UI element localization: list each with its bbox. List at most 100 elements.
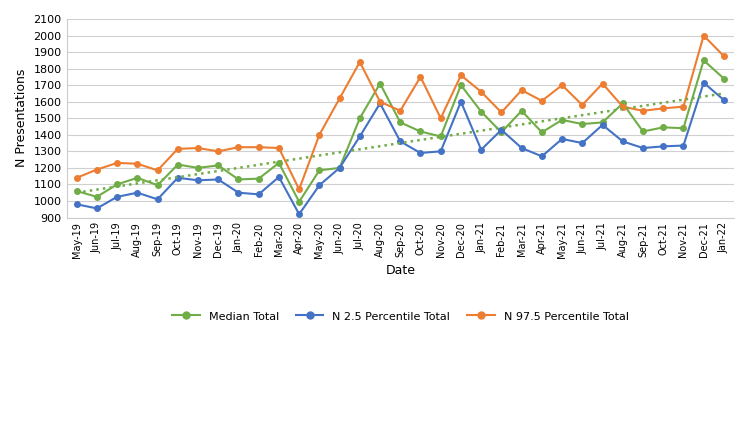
N 2.5 Percentile Total (699, 80, 708, 85)
N 97.5 Percentile Total (476, 89, 485, 94)
N 2.5 Percentile Total (456, 99, 465, 104)
Median Total (355, 116, 364, 121)
N 2.5 Percentile Total (598, 122, 607, 127)
Median Total (375, 81, 384, 86)
N 97.5 Percentile Total (133, 161, 142, 166)
Median Total (72, 188, 81, 194)
Median Total (456, 83, 465, 88)
N 2.5 Percentile Total (173, 175, 182, 181)
N 97.5 Percentile Total (537, 98, 546, 104)
Y-axis label: N Presentations: N Presentations (15, 69, 28, 168)
N 97.5 Percentile Total (679, 104, 688, 109)
Median Total (193, 165, 202, 171)
N 97.5 Percentile Total (719, 54, 728, 59)
N 97.5 Percentile Total (234, 145, 243, 150)
Median Total (719, 76, 728, 81)
N 97.5 Percentile Total (416, 74, 425, 79)
N 2.5 Percentile Total (476, 147, 485, 152)
N 97.5 Percentile Total (254, 145, 263, 150)
N 2.5 Percentile Total (294, 212, 303, 217)
N 97.5 Percentile Total (517, 88, 526, 93)
N 2.5 Percentile Total (395, 139, 404, 144)
Median Total (699, 58, 708, 63)
N 2.5 Percentile Total (679, 143, 688, 148)
Median Total (173, 162, 182, 167)
Median Total (335, 165, 344, 171)
N 97.5 Percentile Total (173, 146, 182, 152)
N 2.5 Percentile Total (234, 190, 243, 195)
Median Total (517, 108, 526, 114)
N 2.5 Percentile Total (517, 146, 526, 151)
N 97.5 Percentile Total (274, 146, 283, 151)
N 2.5 Percentile Total (577, 140, 586, 146)
N 97.5 Percentile Total (315, 132, 324, 137)
Median Total (436, 134, 445, 139)
Median Total (416, 129, 425, 134)
N 97.5 Percentile Total (193, 146, 202, 151)
N 2.5 Percentile Total (719, 98, 728, 103)
Median Total (497, 130, 506, 135)
N 2.5 Percentile Total (193, 178, 202, 183)
N 97.5 Percentile Total (456, 73, 465, 78)
N 2.5 Percentile Total (638, 146, 647, 151)
N 97.5 Percentile Total (375, 99, 384, 104)
Median Total (618, 101, 627, 106)
Median Total (315, 168, 324, 173)
Line: N 97.5 Percentile Total: N 97.5 Percentile Total (74, 33, 727, 192)
N 97.5 Percentile Total (92, 167, 101, 172)
Median Total (112, 182, 121, 187)
Line: N 2.5 Percentile Total: N 2.5 Percentile Total (74, 80, 727, 217)
N 2.5 Percentile Total (335, 165, 344, 171)
N 2.5 Percentile Total (254, 192, 263, 197)
Legend: Median Total, N 2.5 Percentile Total, N 97.5 Percentile Total: Median Total, N 2.5 Percentile Total, N … (168, 306, 633, 326)
N 97.5 Percentile Total (213, 149, 222, 154)
Median Total (476, 109, 485, 114)
N 2.5 Percentile Total (92, 206, 101, 211)
N 97.5 Percentile Total (497, 110, 506, 115)
Median Total (274, 160, 283, 165)
N 2.5 Percentile Total (112, 194, 121, 200)
Median Total (658, 125, 667, 130)
N 97.5 Percentile Total (72, 175, 81, 181)
Median Total (133, 175, 142, 181)
Median Total (679, 126, 688, 131)
N 2.5 Percentile Total (618, 139, 627, 144)
N 2.5 Percentile Total (153, 197, 162, 202)
Median Total (234, 177, 243, 182)
N 97.5 Percentile Total (112, 160, 121, 165)
Median Total (638, 129, 647, 134)
N 2.5 Percentile Total (537, 154, 546, 159)
N 2.5 Percentile Total (274, 175, 283, 180)
Median Total (557, 118, 566, 123)
N 97.5 Percentile Total (355, 60, 364, 65)
N 2.5 Percentile Total (375, 101, 384, 106)
Median Total (294, 199, 303, 204)
N 97.5 Percentile Total (658, 106, 667, 111)
N 2.5 Percentile Total (557, 137, 566, 142)
N 97.5 Percentile Total (638, 108, 647, 114)
N 2.5 Percentile Total (72, 202, 81, 207)
Median Total (254, 176, 263, 181)
N 97.5 Percentile Total (395, 108, 404, 114)
N 2.5 Percentile Total (436, 149, 445, 154)
Median Total (537, 130, 546, 135)
N 2.5 Percentile Total (133, 190, 142, 195)
Median Total (153, 183, 162, 188)
Median Total (577, 121, 586, 127)
N 2.5 Percentile Total (416, 150, 425, 156)
N 2.5 Percentile Total (658, 144, 667, 149)
N 97.5 Percentile Total (557, 83, 566, 88)
N 2.5 Percentile Total (315, 183, 324, 188)
N 2.5 Percentile Total (213, 177, 222, 182)
N 2.5 Percentile Total (355, 134, 364, 139)
N 97.5 Percentile Total (577, 102, 586, 108)
N 97.5 Percentile Total (335, 96, 344, 101)
N 97.5 Percentile Total (699, 33, 708, 38)
N 97.5 Percentile Total (618, 104, 627, 109)
Median Total (598, 120, 607, 125)
N 97.5 Percentile Total (294, 187, 303, 192)
N 97.5 Percentile Total (436, 116, 445, 121)
Median Total (92, 194, 101, 200)
X-axis label: Date: Date (385, 264, 415, 277)
Median Total (213, 163, 222, 168)
